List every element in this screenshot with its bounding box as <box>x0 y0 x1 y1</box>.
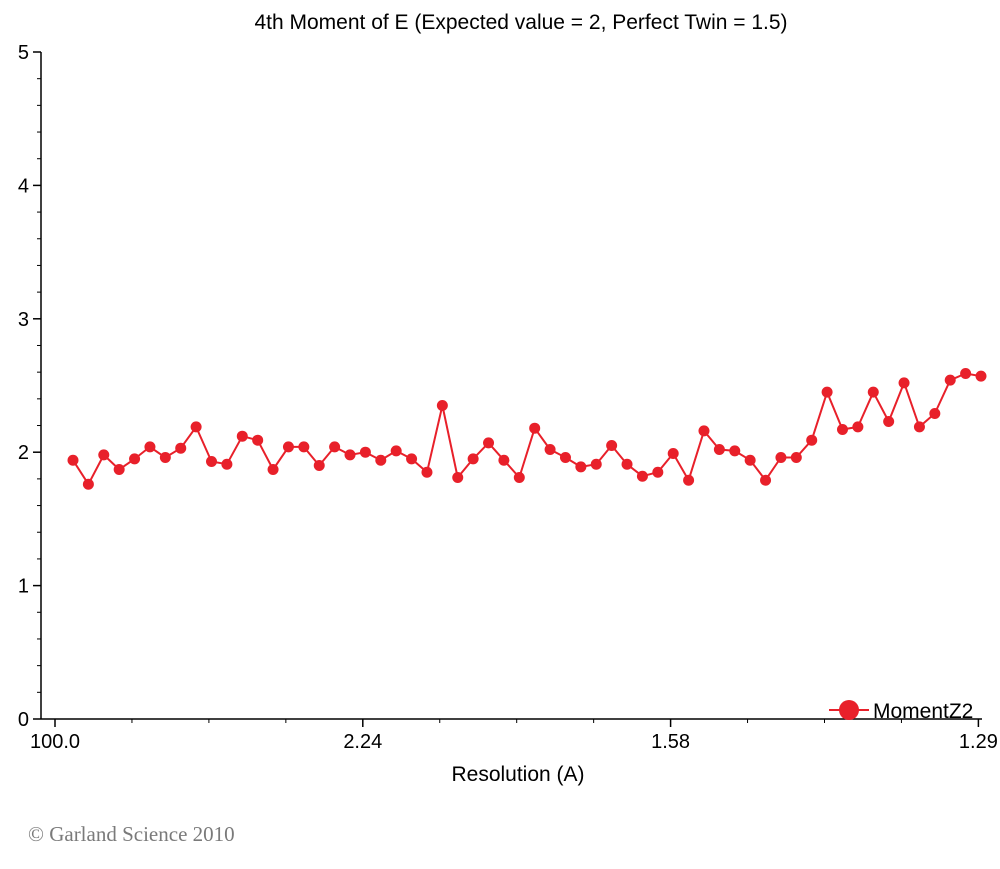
y-tick-label: 0 <box>18 709 29 731</box>
data-point <box>606 440 618 452</box>
data-point <box>744 454 756 466</box>
data-point <box>960 367 972 379</box>
data-point <box>559 452 571 464</box>
data-point <box>159 452 171 464</box>
data-point <box>406 453 418 465</box>
data-point <box>683 474 695 486</box>
x-tick-label: 1.29 <box>959 731 998 753</box>
data-point <box>82 478 94 490</box>
data-point <box>375 454 387 466</box>
data-point <box>852 421 864 433</box>
legend-label: MomentZ2 <box>873 700 973 723</box>
data-point <box>821 386 833 398</box>
data-point <box>513 472 525 484</box>
y-ticks: 0 1 2 3 4 5 <box>18 42 41 731</box>
series-momentz2 <box>67 367 987 490</box>
data-point <box>713 444 725 456</box>
data-point <box>898 377 910 389</box>
y-tick-label: 1 <box>18 576 29 598</box>
x-axis-label: Resolution (A) <box>451 763 584 786</box>
data-point <box>621 458 633 470</box>
data-point <box>590 458 602 470</box>
data-point <box>390 445 402 457</box>
data-point <box>452 472 464 484</box>
data-point <box>929 408 941 420</box>
data-point <box>544 444 556 456</box>
data-point <box>113 464 125 476</box>
data-point <box>313 460 325 472</box>
data-point <box>329 441 341 453</box>
data-point <box>729 445 741 457</box>
data-point <box>359 446 371 458</box>
data-point <box>760 474 772 486</box>
data-point <box>529 422 541 434</box>
data-point <box>806 434 818 446</box>
chart-title: 4th Moment of E (Expected value = 2, Per… <box>254 11 787 34</box>
data-point <box>467 453 479 465</box>
legend: MomentZ2 <box>829 700 973 723</box>
data-point <box>944 374 956 386</box>
y-tick-label: 5 <box>18 42 29 64</box>
data-point <box>282 441 294 453</box>
data-point <box>252 434 264 446</box>
data-point <box>698 425 710 437</box>
data-point <box>298 441 310 453</box>
data-point <box>344 449 356 461</box>
data-point <box>867 386 879 398</box>
data-point <box>575 461 587 473</box>
data-point <box>483 437 495 449</box>
data-point <box>190 421 202 433</box>
data-point <box>975 370 987 382</box>
data-point <box>144 441 156 453</box>
data-point <box>221 458 233 470</box>
data-point <box>652 466 664 478</box>
data-point <box>883 416 895 428</box>
x-tick-label: 2.24 <box>343 731 382 753</box>
x-tick-label: 1.58 <box>651 731 690 753</box>
y-tick-label: 3 <box>18 309 29 331</box>
data-point <box>67 454 79 466</box>
data-point <box>498 454 510 466</box>
legend-marker <box>839 700 859 720</box>
x-tick-label: 100.0 <box>30 731 80 753</box>
y-tick-label: 4 <box>18 175 29 197</box>
data-point <box>206 456 218 468</box>
data-point <box>436 400 448 412</box>
data-point <box>236 430 248 442</box>
data-point <box>636 470 648 482</box>
data-point <box>98 449 110 461</box>
data-point <box>421 466 433 478</box>
y-tick-label: 2 <box>18 442 29 464</box>
data-point <box>267 464 279 476</box>
x-ticks: 100.0 2.24 1.58 1.29 <box>30 719 998 753</box>
data-point <box>836 424 848 436</box>
data-point <box>175 442 187 454</box>
data-point <box>129 453 141 465</box>
data-point <box>667 448 679 460</box>
data-point <box>913 421 925 433</box>
copyright-text: © Garland Science 2010 <box>28 822 235 846</box>
data-point <box>790 452 802 464</box>
data-point <box>775 452 787 464</box>
